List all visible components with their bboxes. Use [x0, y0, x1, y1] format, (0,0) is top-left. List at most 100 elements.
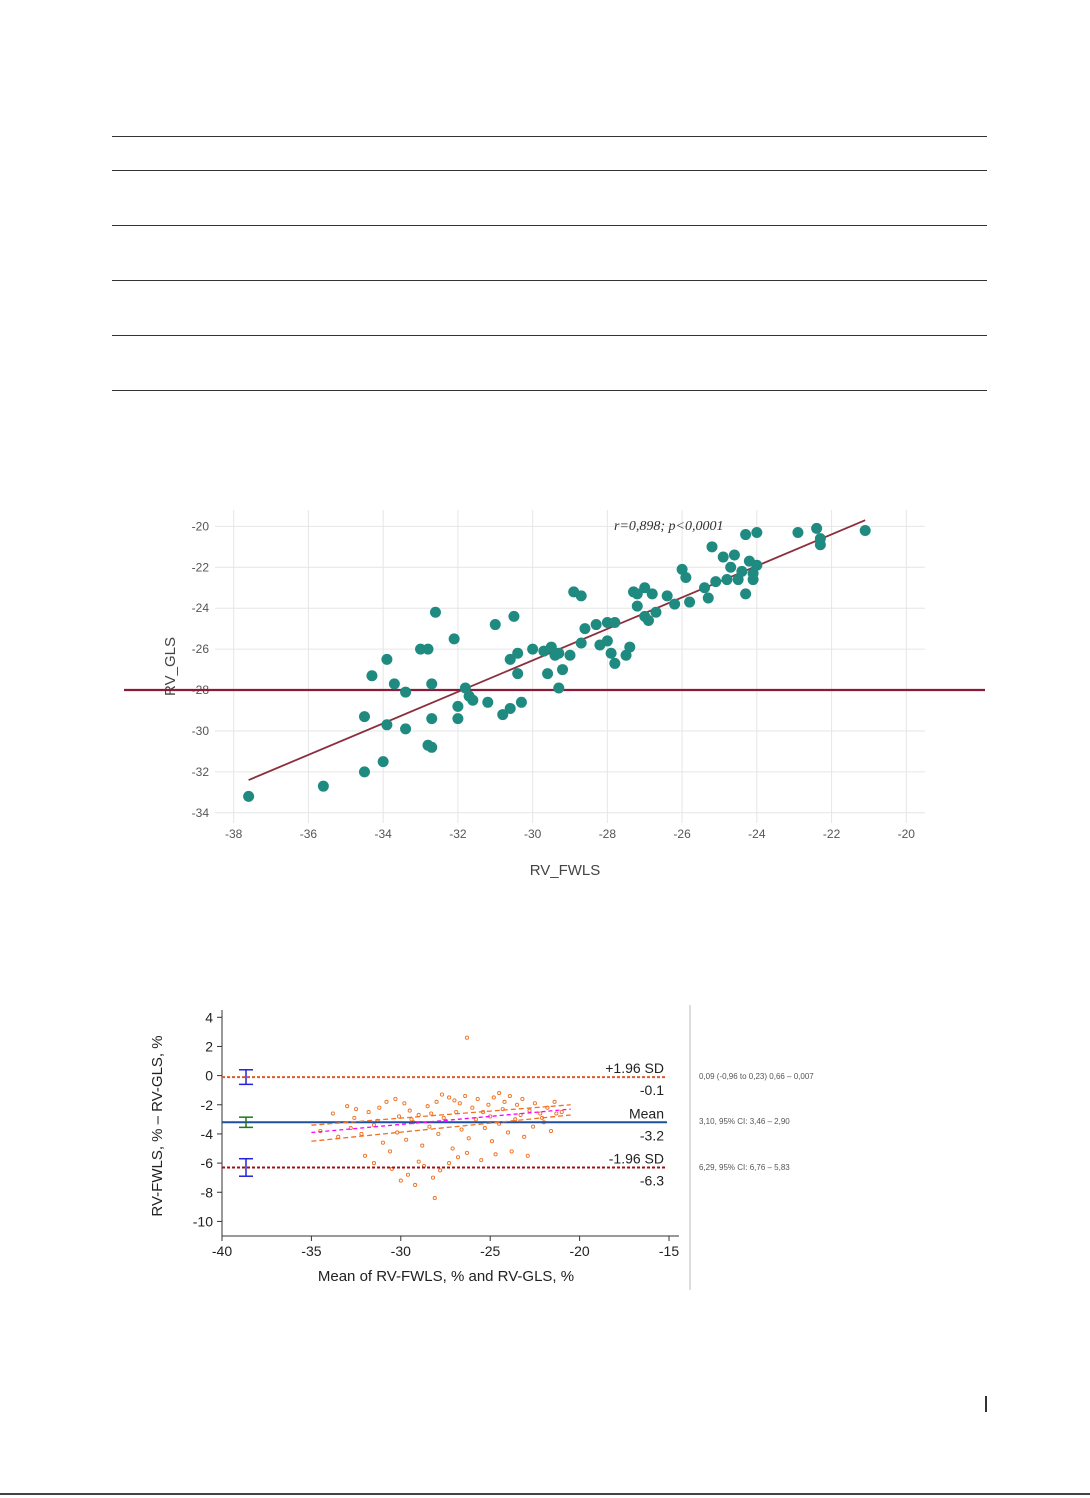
- limit-label: +1.96 SD: [605, 1060, 664, 1076]
- x-axis-label: RV_FWLS: [530, 862, 601, 879]
- data-point: [354, 1107, 359, 1112]
- data-point: [426, 678, 438, 690]
- x-tick-label: -26: [673, 827, 691, 841]
- data-point: [429, 606, 441, 618]
- table-top-rule: [112, 136, 987, 137]
- trend-line: [311, 1108, 571, 1134]
- data-point: [609, 617, 621, 629]
- correlation-chart: -38 -36 -34 -32 -30 -28 -26 -24 -22 -20 -20 -22 -24 -…: [124, 510, 985, 879]
- page-marker: [985, 1396, 987, 1412]
- data-point: [553, 682, 565, 694]
- data-point: [463, 1093, 468, 1099]
- y-tick-label: -34: [192, 806, 210, 820]
- data-point: [464, 1150, 470, 1155]
- data-point: [447, 1161, 452, 1166]
- data-point: [732, 574, 744, 586]
- data-point: [502, 1099, 507, 1104]
- data-point: [398, 1178, 403, 1183]
- data-point: [352, 1115, 357, 1120]
- x-tick-label: -15: [659, 1243, 679, 1259]
- data-point: [405, 1172, 411, 1177]
- y-tick-label: -20: [192, 519, 210, 533]
- x-tick-label: -34: [374, 827, 392, 841]
- table-header-rule: [112, 170, 987, 171]
- data-point: [448, 633, 460, 645]
- data-point: [447, 1095, 452, 1100]
- data-point: [792, 527, 804, 539]
- data-point: [639, 582, 651, 594]
- data-point: [330, 1111, 335, 1116]
- data-point: [409, 1117, 414, 1122]
- table-row-rule: [112, 280, 987, 281]
- data-point: [740, 529, 752, 541]
- data-point: [358, 766, 370, 778]
- data-point: [482, 1126, 487, 1131]
- data-point: [486, 1102, 491, 1107]
- data-point: [725, 561, 737, 573]
- y-tick-label: -30: [192, 724, 210, 738]
- data-point: [459, 682, 471, 694]
- data-point: [579, 623, 591, 635]
- data-point: [450, 1146, 455, 1151]
- data-point: [416, 1159, 421, 1164]
- side-note: 3,10, 95% CI: 3,46 – 2,90: [699, 1117, 790, 1126]
- data-point: [504, 653, 516, 665]
- data-point: [601, 635, 613, 647]
- data-point: [548, 1128, 554, 1134]
- data-point: [393, 1096, 398, 1101]
- data-point: [436, 1131, 441, 1136]
- data-point: [609, 657, 621, 669]
- data-point: [426, 713, 438, 725]
- data-point: [527, 643, 539, 655]
- data-point: [420, 1143, 425, 1148]
- data-point: [438, 1168, 443, 1173]
- y-tick-label: -24: [192, 601, 210, 615]
- data-point: [717, 551, 729, 563]
- data-point: [466, 1136, 471, 1141]
- limit-value: -0.1: [640, 1082, 664, 1098]
- y-tick-label: 2: [205, 1038, 213, 1054]
- data-point: [531, 1124, 536, 1129]
- data-point: [532, 1101, 537, 1106]
- data-point: [642, 614, 654, 626]
- data-point: [728, 549, 740, 561]
- side-note: 0,09 (-0,96 to 0,23) 0,66 – 0,007: [699, 1072, 814, 1081]
- limit-label: Mean: [629, 1105, 664, 1121]
- table-row-rule: [112, 335, 987, 336]
- data-point: [377, 1105, 382, 1110]
- data-point: [699, 582, 711, 594]
- data-point: [646, 588, 658, 600]
- data-point: [564, 649, 576, 661]
- x-tick-label: -30: [391, 1243, 411, 1259]
- data-point: [491, 1095, 496, 1100]
- data-point: [389, 1166, 394, 1171]
- y-tick-label: 0: [205, 1068, 213, 1084]
- data-point: [455, 1155, 461, 1160]
- x-tick-label: -25: [480, 1243, 500, 1259]
- y-tick-label: -26: [192, 642, 210, 656]
- data-point: [371, 1123, 377, 1128]
- page-bottom-rule: [0, 1493, 1090, 1495]
- data-point: [473, 1117, 478, 1122]
- data-point: [429, 1111, 434, 1116]
- data-point: [542, 668, 554, 680]
- y-axis-label: RV_GLS: [162, 637, 179, 696]
- data-point: [631, 588, 643, 600]
- y-tick-label: -22: [192, 560, 210, 574]
- data-point: [512, 647, 524, 659]
- data-point: [512, 668, 524, 680]
- data-point: [545, 641, 557, 653]
- y-tick-label: -32: [192, 765, 210, 779]
- x-tick-label: -24: [748, 827, 766, 841]
- side-note: 6,29, 95% CI: 6,76 – 5,83: [699, 1163, 790, 1172]
- data-point: [527, 1108, 532, 1113]
- data-point: [388, 678, 400, 690]
- bland-altman-chart: 4 2 0 -2 -4 -6 -8 -10 -40 -35 -30 -25 -20 -15 RV-FWLS,…: [149, 1005, 814, 1290]
- x-tick-label: -35: [301, 1243, 321, 1259]
- x-tick-label: -22: [823, 827, 841, 841]
- data-point: [740, 588, 752, 600]
- data-point: [559, 1110, 564, 1115]
- x-tick-label: -38: [225, 827, 243, 841]
- data-point: [452, 713, 464, 725]
- data-point: [489, 619, 501, 631]
